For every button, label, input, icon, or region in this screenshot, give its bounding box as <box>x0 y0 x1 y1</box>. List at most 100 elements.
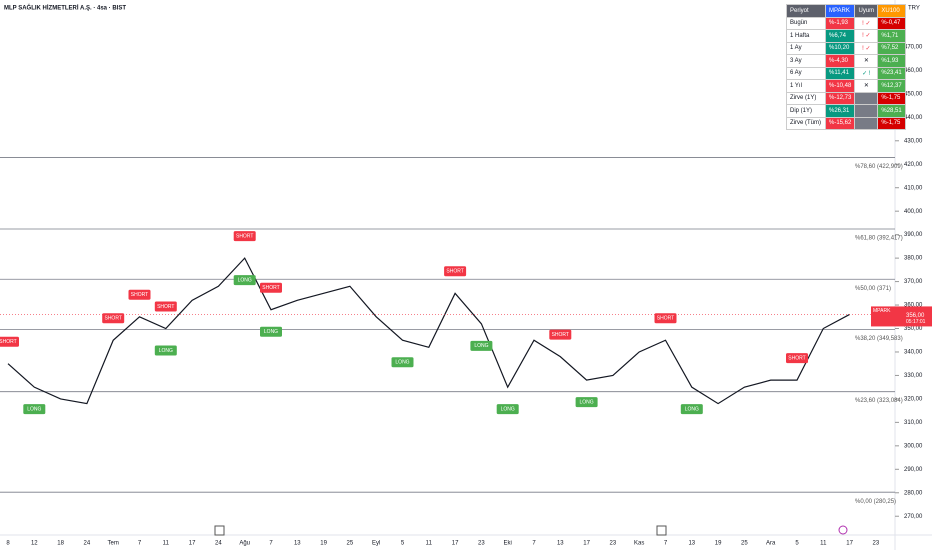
signal-label: SHORT <box>552 332 569 338</box>
signal-label: SHORT <box>157 304 174 310</box>
table-cell: %-10,48 <box>824 79 856 93</box>
fib-label: %0,00 (280,25) <box>855 499 896 505</box>
signal-label: LONG <box>580 399 594 405</box>
x-tick-label: 13 <box>688 541 695 547</box>
y-tick-label: 440,00 <box>904 115 923 121</box>
x-tick-label: 11 <box>163 541 170 547</box>
table-row: 1 Yıl %-10,48 ✕ %12,37 <box>786 79 906 93</box>
signal-label: LONG <box>501 406 515 412</box>
y-tick-label: 300,00 <box>904 443 923 449</box>
y-tick-label: 420,00 <box>904 162 923 168</box>
signal-badge <box>575 397 598 408</box>
x-tick-label: 5 <box>401 541 405 547</box>
signal-label: LONG <box>159 348 173 354</box>
price-line <box>7 257 850 405</box>
y-tick-label: 470,00 <box>904 45 923 51</box>
x-tick-label: Ağu <box>239 541 250 547</box>
x-tick-label: 17 <box>846 541 853 547</box>
x-tick-label: 25 <box>741 541 748 547</box>
y-tick-label: 430,00 <box>904 138 923 144</box>
x-tick-label: 13 <box>557 541 564 547</box>
table-cell: %-1,75 <box>877 116 906 130</box>
event-icon <box>656 525 667 536</box>
signal-label: SHORT <box>131 292 148 298</box>
x-tick-label: 17 <box>583 541 590 547</box>
event-icon <box>838 525 848 535</box>
table-cell: 6 Ay <box>786 66 826 80</box>
table-row: 1 Ay %10,20! ✓ %7,52 <box>786 41 906 55</box>
y-tick-label: 370,00 <box>904 279 923 285</box>
currency: TRY <box>908 6 920 12</box>
signal-badge <box>260 326 282 337</box>
x-tick-label: 18 <box>57 541 64 547</box>
signal-badge <box>496 404 519 415</box>
price-time: 05:17:01 <box>906 319 926 325</box>
table-cell: 1 Ay <box>786 41 826 55</box>
signal-label: SHORT <box>104 316 121 322</box>
y-tick-label: 320,00 <box>904 396 923 402</box>
table-cell: %26,31 <box>824 104 856 118</box>
y-tick-label: 350,00 <box>904 326 923 332</box>
x-tick-label: 23 <box>610 541 617 547</box>
table-cell: ! ✓ <box>854 16 879 30</box>
table-cell <box>854 91 879 105</box>
y-tick-label: 270,00 <box>904 514 923 520</box>
table-row: 3 Ay %-4,30 ✕ %1,93 <box>786 54 906 68</box>
signal-badge <box>444 266 467 277</box>
table-row: Zirve (1Y) %-12,73 %-1,75 <box>786 91 906 105</box>
table-cell: Periyot <box>786 4 826 18</box>
table-row: 1 Hafta %6,74! ✓ %1,71 <box>786 29 906 43</box>
x-tick-label: Kas <box>634 541 644 547</box>
fib-label: %61,80 (392,417) <box>855 236 903 242</box>
table-cell: Zirve (Tüm) <box>786 116 826 130</box>
performance-table: Periyot MPARK Uyum XU100 Bugün %-1,93! ✓ %-0,4… <box>786 4 906 130</box>
table-cell: 3 Ay <box>786 54 826 68</box>
table-cell: %11,41 <box>824 66 856 80</box>
x-tick-label: 17 <box>452 541 459 547</box>
y-tick-label: 460,00 <box>904 68 923 74</box>
signal-label: LONG <box>474 343 488 349</box>
table-cell: %-4,30 <box>824 54 856 68</box>
signal-badge <box>549 329 572 340</box>
fib-label: %50,00 (371) <box>855 286 891 292</box>
y-tick-label: 390,00 <box>904 232 923 238</box>
signal-label: LONG <box>27 406 41 412</box>
signal-label: SHORT <box>236 233 253 239</box>
table-cell: ! ✓ <box>854 41 879 55</box>
y-tick-label: 290,00 <box>904 467 923 473</box>
table-cell: ✕ <box>854 54 879 68</box>
table-cell: Bugün <box>786 16 826 30</box>
table-cell: %-0,47 <box>877 16 906 30</box>
signal-label: LONG <box>238 277 252 283</box>
table-cell: MPARK <box>824 4 856 18</box>
signal-badge <box>233 231 256 242</box>
table-cell: Dip (1Y) <box>786 104 826 118</box>
signal-badge <box>470 340 493 351</box>
signal-badge <box>102 313 125 324</box>
signal-label: LONG <box>264 329 278 335</box>
signal-label: SHORT <box>0 339 17 345</box>
signal-badge <box>23 404 46 415</box>
signal-label: SHORT <box>788 355 805 361</box>
table-cell: %-1,75 <box>877 91 906 105</box>
signal-badge <box>128 289 151 300</box>
x-tick-label: 5 <box>795 541 799 547</box>
x-tick-label: 7 <box>269 541 273 547</box>
x-tick-label: 23 <box>873 541 880 547</box>
signal-label: LONG <box>685 406 699 412</box>
x-tick-label: Eki <box>504 541 512 547</box>
table-cell: %-12,73 <box>824 91 856 105</box>
table-cell: %1,93 <box>877 54 906 68</box>
signal-label: SHORT <box>657 316 674 322</box>
table-cell: %7,52 <box>877 41 906 55</box>
x-tick-label: 7 <box>664 541 668 547</box>
table-cell: %10,20 <box>824 41 856 55</box>
x-tick-label: 23 <box>478 541 485 547</box>
x-tick-label: 7 <box>138 541 142 547</box>
x-tick-label: Eyl <box>372 541 380 547</box>
y-tick-label: 380,00 <box>904 256 923 262</box>
y-tick-label: 450,00 <box>904 91 923 97</box>
signal-badge <box>654 313 677 324</box>
y-tick-label: 360,00 <box>904 303 923 309</box>
price-symbol: MPARK <box>873 308 891 314</box>
